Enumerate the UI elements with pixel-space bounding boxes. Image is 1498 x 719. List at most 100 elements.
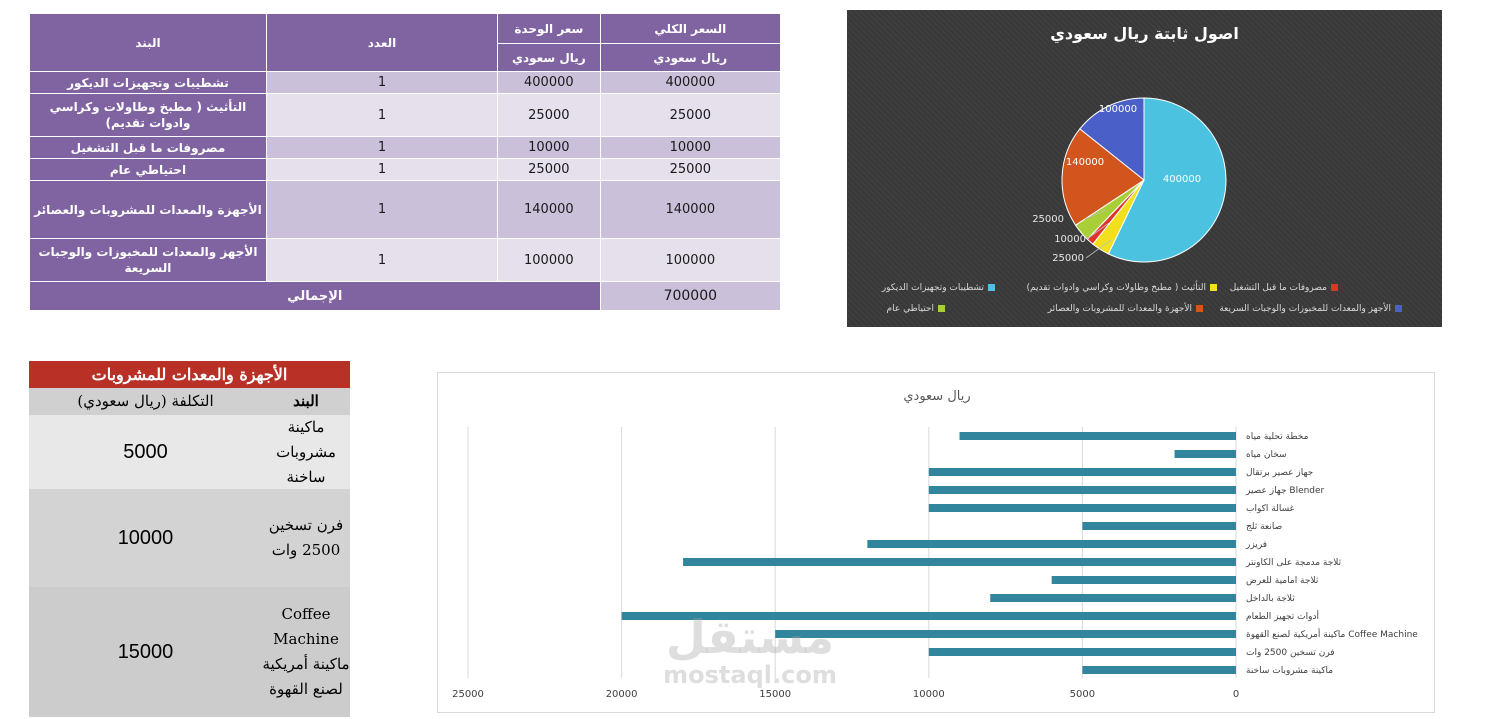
beverage-cost: 15000 <box>117 640 174 663</box>
bar-category-label: سخان مياه <box>1246 450 1287 460</box>
header-item: البند <box>29 13 267 72</box>
row-unit: 100000 <box>497 238 601 282</box>
pie-data-label: 140000 <box>1066 157 1104 168</box>
bar <box>959 432 1236 440</box>
pie-slice <box>1079 97 1145 182</box>
row-qty: 1 <box>265 158 499 181</box>
row-total: 400000 <box>599 71 782 94</box>
header-quantity: العدد <box>265 13 499 72</box>
bar-x-tick-label: 20000 <box>606 689 638 700</box>
grand-total-label: الإجمالي <box>29 281 601 311</box>
bar-chart-canvas: 0 5000 10000 15000 20000 25000 مخطة تحلية مياه… <box>452 427 1418 700</box>
equipment-bar-chart: ريال سعودي 0 5000 10000 15000 20000 25000 مخطة… <box>437 372 1435 713</box>
grand-total-value: 700000 <box>599 281 782 311</box>
bar-x-tick-label: 25000 <box>452 689 484 700</box>
beverage-table-title: الأجهزة والمعدات للمشروبات <box>29 361 350 388</box>
bar-category-label: جهاز عصير Blender <box>1245 486 1325 496</box>
bar <box>683 558 1236 566</box>
row-qty: 1 <box>265 93 499 137</box>
bar <box>928 486 1236 494</box>
col-item-header: البند <box>293 392 319 410</box>
row-unit: 25000 <box>497 158 601 181</box>
pie-leader-line <box>1084 209 1107 220</box>
pie-slice <box>1061 128 1145 226</box>
bar-category-label: جهاز عصير برتقال <box>1246 468 1313 478</box>
table-row: ماكينة مشروبات ساخنة 5000 <box>29 415 350 489</box>
row-qty: 1 <box>265 238 499 282</box>
bar <box>928 468 1236 476</box>
bar <box>928 504 1236 512</box>
row-item: الأجهزة والمعدات للمشروبات والعصائر <box>29 180 267 239</box>
row-item: تشطيبات وتجهيزات الديكور <box>29 71 267 94</box>
row-qty: 1 <box>265 71 499 94</box>
header-unit-price: سعر الوحدة <box>497 13 601 44</box>
pie-data-label: 100000 <box>1099 104 1137 115</box>
pie-legend-item: مصروفات ما قبل التشغيل <box>1230 283 1338 293</box>
header-total-price: السعر الكلي <box>599 13 782 44</box>
pie-slice <box>1107 97 1227 263</box>
beverage-item: ماكينة مشروبات ساخنة <box>276 417 336 486</box>
beverage-equipment-table: الأجهزة والمعدات للمشروبات البند التكلفة… <box>29 361 350 717</box>
bar <box>775 630 1236 638</box>
beverage-cost: 10000 <box>117 526 174 549</box>
assets-cost-table: السعر الكلي سعر الوحدة العدد البند ريال … <box>29 13 782 311</box>
bar-category-label: ماكينة أمريكية لصنع القهوة Coffee Machin… <box>1246 628 1418 640</box>
beverage-item: Coffee Machine ماكينة أمريكية لصنع القهو… <box>262 605 350 698</box>
header-total-currency: ريال سعودي <box>599 43 782 72</box>
row-total: 100000 <box>599 238 782 282</box>
pie-legend-item: احتياطي عام <box>887 304 945 314</box>
pie-chart-title: اصول ثابتة ريال سعودي <box>1050 24 1239 43</box>
pie-data-label: 25000 <box>1032 214 1064 225</box>
bar <box>990 594 1236 602</box>
pie-data-label: 10000 <box>1054 234 1086 245</box>
row-total: 25000 <box>599 158 782 181</box>
bar-x-tick-label: 15000 <box>759 689 791 700</box>
bar <box>928 648 1236 656</box>
pie-data-label: 25000 <box>1052 253 1084 264</box>
bar <box>867 540 1236 548</box>
table-row: Coffee Machine ماكينة أمريكية لصنع القهو… <box>29 587 350 717</box>
bar-category-label: مخطة تحلية مياه <box>1246 432 1309 442</box>
table-row: فرن تسخين 2500 وات 10000 <box>29 489 350 587</box>
pie-legend-item: الأجهز والمعدات للمخبوزات والوجبات السري… <box>1219 304 1402 314</box>
row-unit: 25000 <box>497 93 601 137</box>
row-total: 25000 <box>599 93 782 137</box>
bar-category-label: أدوات تجهيز الطعام <box>1246 610 1319 622</box>
bar-category-label: ماكينة مشروبات ساخنة <box>1246 666 1333 676</box>
bar-category-label: صانعة ثلج <box>1246 522 1282 532</box>
bar-category-label: ثلاجة مدمجة على الكاونتر <box>1245 558 1342 568</box>
pie-data-label: 400000 <box>1163 174 1201 185</box>
fixed-assets-pie-chart: 400000 25000 10000 25000 140000 100000 اصول ث… <box>847 10 1442 327</box>
row-unit: 10000 <box>497 136 601 159</box>
bar-category-label: ثلاجة امامية للعرض <box>1246 576 1319 586</box>
bar-x-tick-label: 5000 <box>1070 689 1095 700</box>
bar-category-label: ثلاجة بالداخل <box>1246 594 1295 604</box>
beverage-item: فرن تسخين 2500 وات <box>268 516 344 559</box>
row-qty: 1 <box>265 180 499 239</box>
bar-category-label: فرن تسخين 2500 وات <box>1246 648 1335 658</box>
row-item: احتياطي عام <box>29 158 267 181</box>
pie-legend-item: التأثيث ( مطبخ وطاولات وكراسي وادوات تقد… <box>1027 283 1217 293</box>
bar-category-label: غسالة اكواب <box>1246 504 1295 514</box>
row-unit: 140000 <box>497 180 601 239</box>
pie-legend-item: تشطيبات وتجهيزات الديكور <box>882 283 995 293</box>
beverage-cost: 5000 <box>123 440 168 463</box>
pie-chart-canvas: 400000 25000 10000 25000 140000 100000 <box>1032 97 1227 264</box>
bar-x-tick-label: 0 <box>1233 689 1239 700</box>
header-unit-currency: ريال سعودي <box>497 43 601 72</box>
bar <box>621 612 1236 620</box>
row-item: مصروفات ما قبل التشغيل <box>29 136 267 159</box>
bar-x-tick-label: 10000 <box>913 689 945 700</box>
bar <box>1051 576 1236 584</box>
pie-leader-line <box>1086 222 1110 240</box>
row-item: الأجهز والمعدات للمخبوزات والوجبات السري… <box>29 238 267 282</box>
bar-category-label: فريزر <box>1245 540 1267 550</box>
bar-chart-title: ريال سعودي <box>903 389 971 404</box>
bar <box>1174 450 1236 458</box>
pie-legend-item: الأجهزة والمعدات للمشروبات والعصائر <box>1048 304 1203 314</box>
row-item: التأثيث ( مطبخ وطاولات وكراسي وادوات تقد… <box>29 93 267 137</box>
row-qty: 1 <box>265 136 499 159</box>
row-total: 140000 <box>599 180 782 239</box>
beverage-table-header: البند التكلفة (ريال سعودي) <box>29 388 350 415</box>
pie-leader-line <box>1085 239 1112 259</box>
